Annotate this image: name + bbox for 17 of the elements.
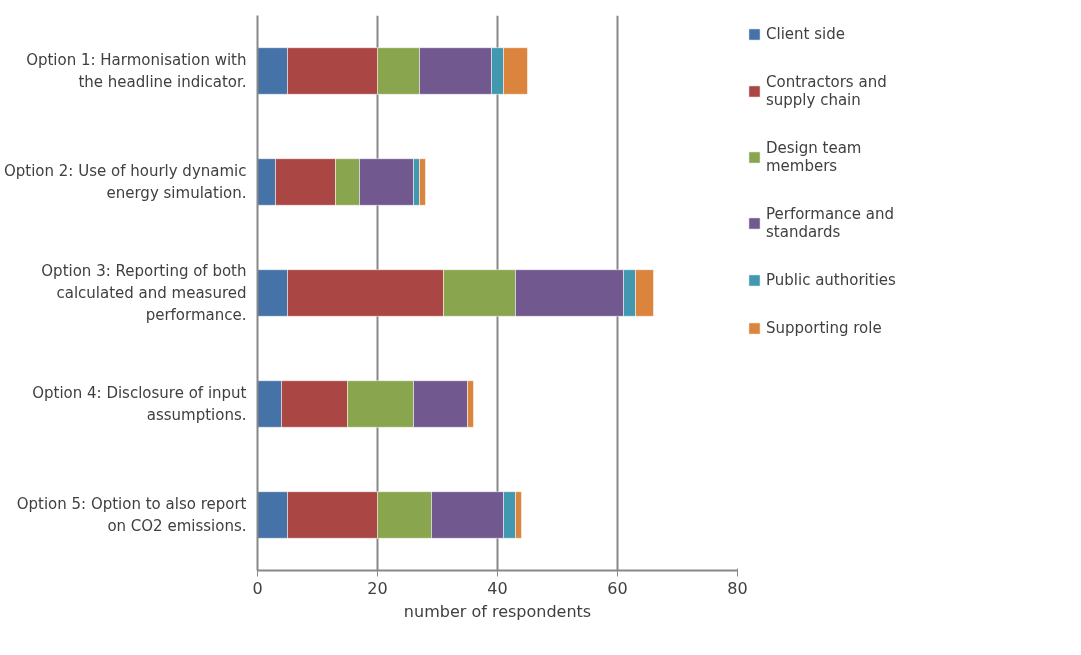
x-tick-label: 60: [607, 578, 628, 598]
legend-label: Public authorities: [766, 271, 896, 289]
x-tick-label: 80: [727, 578, 748, 598]
y-tick-label: Option 2: Use of hourly dynamic energy simulation.: [4, 162, 247, 202]
legend-label: Supporting role: [766, 319, 882, 337]
legend-label: Contractors and supply chain: [766, 73, 887, 109]
y-tick-label: Option 5: Option to also report on CO2 emissions.: [16, 495, 247, 535]
y-tick-label: Option 1: Harmonisation with the headline indicator.: [26, 51, 247, 91]
y-tick-label: Option 3: Reporting of both calculated and measured performance.: [41, 262, 247, 324]
x-tick-label: 0: [252, 578, 263, 598]
y-tick-label: Option 4: Disclosure of input assumptions.: [32, 384, 247, 424]
x-tick-label: 20: [367, 578, 388, 598]
x-axis-title: number of respondents: [403, 601, 592, 621]
legend-label: Performance and standards: [766, 205, 895, 241]
legend-label: Design team members: [766, 139, 862, 175]
x-tick-label: 40: [487, 578, 508, 598]
legend-label: Client side: [766, 25, 845, 43]
